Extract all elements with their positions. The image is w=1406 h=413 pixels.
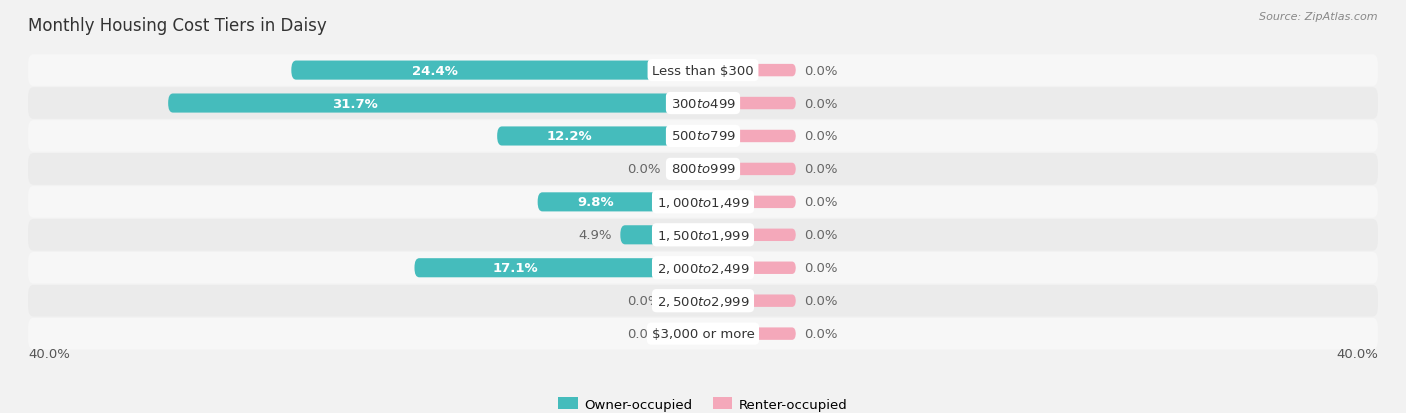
FancyBboxPatch shape — [28, 55, 1378, 87]
FancyBboxPatch shape — [28, 121, 1378, 152]
Text: 24.4%: 24.4% — [412, 64, 458, 77]
FancyBboxPatch shape — [620, 225, 703, 245]
Text: 12.2%: 12.2% — [547, 130, 592, 143]
Text: 40.0%: 40.0% — [1336, 347, 1378, 360]
Text: $500 to $799: $500 to $799 — [671, 130, 735, 143]
Text: $800 to $999: $800 to $999 — [671, 163, 735, 176]
Legend: Owner-occupied, Renter-occupied: Owner-occupied, Renter-occupied — [553, 392, 853, 413]
FancyBboxPatch shape — [28, 285, 1378, 317]
Text: 0.0%: 0.0% — [804, 97, 838, 110]
FancyBboxPatch shape — [169, 94, 703, 113]
Text: 0.0%: 0.0% — [804, 196, 838, 209]
Text: 0.0%: 0.0% — [804, 163, 838, 176]
Text: Source: ZipAtlas.com: Source: ZipAtlas.com — [1260, 12, 1378, 22]
Text: $1,500 to $1,999: $1,500 to $1,999 — [657, 228, 749, 242]
Text: 0.0%: 0.0% — [627, 328, 661, 340]
FancyBboxPatch shape — [669, 295, 703, 307]
Text: 4.9%: 4.9% — [578, 229, 612, 242]
Text: $300 to $499: $300 to $499 — [671, 97, 735, 110]
Text: Monthly Housing Cost Tiers in Daisy: Monthly Housing Cost Tiers in Daisy — [28, 17, 326, 34]
Text: 9.8%: 9.8% — [578, 196, 614, 209]
Text: $2,000 to $2,499: $2,000 to $2,499 — [657, 261, 749, 275]
Text: $1,000 to $1,499: $1,000 to $1,499 — [657, 195, 749, 209]
FancyBboxPatch shape — [703, 262, 796, 274]
Text: 0.0%: 0.0% — [804, 261, 838, 275]
Text: 40.0%: 40.0% — [28, 347, 70, 360]
FancyBboxPatch shape — [703, 229, 796, 242]
FancyBboxPatch shape — [28, 88, 1378, 119]
FancyBboxPatch shape — [415, 259, 703, 278]
Text: Less than $300: Less than $300 — [652, 64, 754, 77]
Text: $3,000 or more: $3,000 or more — [651, 328, 755, 340]
FancyBboxPatch shape — [28, 154, 1378, 185]
Text: 0.0%: 0.0% — [627, 163, 661, 176]
FancyBboxPatch shape — [703, 97, 796, 110]
Text: 0.0%: 0.0% — [627, 294, 661, 307]
Text: 0.0%: 0.0% — [804, 328, 838, 340]
Text: 0.0%: 0.0% — [804, 294, 838, 307]
FancyBboxPatch shape — [28, 187, 1378, 218]
Text: 0.0%: 0.0% — [804, 229, 838, 242]
Text: 17.1%: 17.1% — [492, 261, 538, 275]
FancyBboxPatch shape — [291, 62, 703, 81]
FancyBboxPatch shape — [537, 193, 703, 212]
Text: 0.0%: 0.0% — [804, 130, 838, 143]
FancyBboxPatch shape — [703, 131, 796, 143]
FancyBboxPatch shape — [669, 164, 703, 175]
FancyBboxPatch shape — [703, 65, 796, 77]
FancyBboxPatch shape — [28, 252, 1378, 284]
FancyBboxPatch shape — [669, 328, 703, 339]
Text: $2,500 to $2,999: $2,500 to $2,999 — [657, 294, 749, 308]
Text: 0.0%: 0.0% — [804, 64, 838, 77]
FancyBboxPatch shape — [703, 328, 796, 340]
FancyBboxPatch shape — [703, 295, 796, 307]
FancyBboxPatch shape — [28, 318, 1378, 349]
FancyBboxPatch shape — [28, 219, 1378, 251]
Text: 31.7%: 31.7% — [332, 97, 378, 110]
FancyBboxPatch shape — [703, 163, 796, 176]
FancyBboxPatch shape — [498, 127, 703, 146]
FancyBboxPatch shape — [703, 196, 796, 209]
